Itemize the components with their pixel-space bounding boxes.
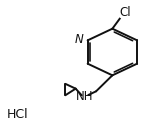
Text: HCl: HCl bbox=[7, 108, 29, 121]
Text: N: N bbox=[75, 33, 83, 46]
Text: NH: NH bbox=[76, 90, 93, 103]
Text: Cl: Cl bbox=[120, 6, 131, 18]
